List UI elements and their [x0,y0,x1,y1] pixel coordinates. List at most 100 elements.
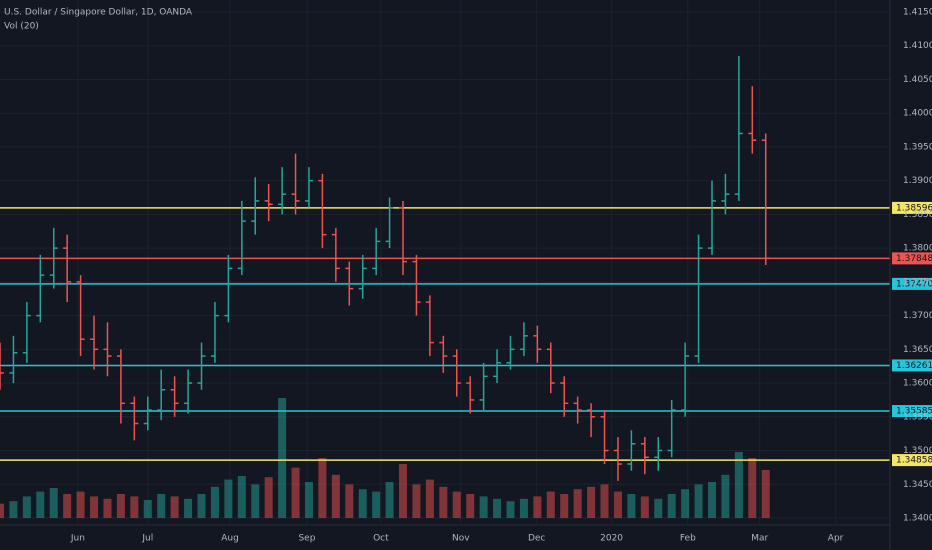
volume-bar [466,494,475,518]
volume-bar [708,482,716,518]
y-tick-label: 1.38000 [903,244,932,254]
volume-bar [224,479,233,518]
level-label: 1.38596 [896,203,932,213]
volume-bar [439,486,448,518]
volume-bar [143,500,152,518]
volume-bar [116,494,125,518]
volume-bar [761,470,770,518]
x-tick-label: Dec [528,534,545,544]
volume-bar [210,486,219,518]
volume-bar [385,482,394,518]
y-tick-label: 1.36500 [903,345,932,355]
x-tick-label: Aug [221,534,239,544]
volume-bar [170,496,179,518]
chart-title: U.S. Dollar / Singapore Dollar, 1D, OAND… [4,8,193,18]
x-tick-label: Jun [70,534,85,544]
x-tick-label: 2020 [600,534,623,544]
level-label: 1.36261 [896,361,932,371]
level-label: 1.37470 [896,279,932,289]
level-label: 1.34858 [896,456,932,466]
volume-bar [399,464,408,518]
indicator-label: Vol (20) [4,22,39,32]
volume-bar [546,491,555,518]
volume-bar [681,489,690,518]
volume-bar [184,498,193,518]
y-tick-label: 1.41000 [903,41,932,51]
level-tag [892,359,932,372]
volume-bar [22,496,31,518]
volume-bar [251,484,260,518]
x-tick-label: Apr [828,534,844,544]
y-tick-label: 1.37500 [903,277,932,287]
volume-bar [493,498,502,518]
volume-bar [358,489,367,518]
volume-bar [721,474,730,518]
level-label: 1.37848 [896,254,932,264]
volume-bar [479,496,488,518]
volume-bar [197,494,206,518]
level-tag [892,201,932,214]
volume-bar [519,498,528,518]
volume-bar [318,458,327,518]
y-tick-label: 1.39000 [903,176,932,186]
y-tick-label: 1.35500 [903,412,932,422]
volume-bar [278,398,287,518]
volume-bar [345,484,354,518]
volume-bar [130,496,139,518]
x-tick-label: Mar [751,534,768,544]
level-tag [892,405,932,418]
y-tick-label: 1.40000 [903,109,932,119]
y-tick-label: 1.39500 [903,142,932,152]
x-tick-label: Jul [141,534,153,544]
volume-bar [560,494,569,518]
y-tick-label: 1.35000 [903,446,932,456]
volume-bar [573,489,582,518]
volume-bar [654,498,663,518]
y-tick-label: 1.38500 [903,210,932,220]
y-tick-label: 1.34000 [903,513,932,523]
y-tick-label: 1.36000 [903,379,932,389]
volume-bar [425,479,434,518]
volume-bar [734,452,743,518]
volume-bar [0,503,4,518]
x-tick-label: Sep [298,534,315,544]
y-tick-label: 1.41500 [903,8,932,18]
volume-bar [36,491,45,518]
volume-bar [372,491,381,518]
y-tick-label: 1.40500 [903,75,932,85]
volume-bar [331,474,340,518]
volume-bar [694,484,703,518]
volume-bar [587,486,596,518]
volume-bar [667,494,676,518]
x-tick-label: Nov [452,534,470,544]
volume-bar [600,484,609,518]
volume-bar [63,494,72,518]
volume-bar [452,491,461,518]
y-tick-label: 1.34500 [903,480,932,490]
x-tick-label: Oct [373,534,389,544]
volume-bar [640,496,649,518]
volume-bar [157,494,166,518]
volume-bar [613,491,622,518]
volume-bar [90,496,99,518]
volume-bar [103,498,112,518]
volume-bar [49,488,58,518]
volume-bar [9,501,18,518]
volume-bar [264,477,273,518]
level-tag [892,454,932,467]
volume-bar [76,491,85,518]
y-tick-label: 1.37000 [903,311,932,321]
level-tag [892,277,932,290]
volume-bar [506,501,515,518]
volume-bar [627,494,636,518]
volume-bar [291,467,300,518]
volume-bar [748,458,757,518]
volume-bar [304,482,313,518]
level-tag [892,252,932,265]
volume-bar [412,484,421,518]
volume-bar [533,496,542,518]
volume-bar [237,476,246,518]
x-tick-label: Feb [680,534,696,544]
